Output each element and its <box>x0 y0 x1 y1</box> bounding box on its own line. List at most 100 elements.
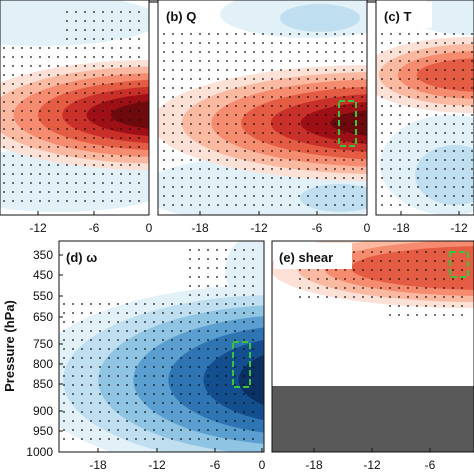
panel-a-dot-198 <box>21 137 23 139</box>
panel-d-dot-119 <box>108 330 110 332</box>
panel-e-dot-70 <box>416 278 418 280</box>
panel-c-dot-137 <box>426 141 428 143</box>
panel-e-dot-31 <box>407 260 409 262</box>
panel-b-dot-8 <box>235 33 237 35</box>
panel-b-dot-79 <box>253 60 255 62</box>
panel-b-dot-313 <box>289 150 291 152</box>
panel-a-dot-100 <box>3 83 5 85</box>
panel-d-dot-104 <box>171 321 173 323</box>
panel-d-dot-389 <box>162 438 164 440</box>
panel-c-dot-108 <box>462 114 464 116</box>
panel-b-dot-339 <box>316 159 318 161</box>
panel-d-dot-290 <box>63 402 65 404</box>
panel-b-dot-367 <box>361 168 363 170</box>
panel-c-dot-39 <box>435 60 437 62</box>
panel-d-dot-233 <box>144 375 146 377</box>
panel-b-dot-244 <box>289 123 291 125</box>
panel-b-dot-216 <box>244 114 246 116</box>
panel-e-dot-80 <box>335 287 337 289</box>
panel-e-dot-95 <box>299 296 301 298</box>
panel-a-dot-123 <box>66 92 68 94</box>
panel-d-dot-307 <box>216 402 218 404</box>
panel-d-dot-209 <box>126 366 128 368</box>
panel-a-dot-20 <box>84 29 86 31</box>
panel-c-dot-148 <box>426 150 428 152</box>
panel-d-dot-30 <box>243 276 245 278</box>
panel-d-dot-29 <box>234 276 236 278</box>
panel-a-dot-59 <box>66 56 68 58</box>
panel-c-dot-51 <box>444 69 446 71</box>
panel-b-dot-228 <box>352 114 354 116</box>
panel-c-dot-186 <box>471 177 473 179</box>
panel-b-dot-25 <box>181 42 183 44</box>
panel-d-dot-83 <box>180 312 182 314</box>
panel-b-dot-309 <box>253 150 255 152</box>
panel-a-dot-55 <box>30 56 32 58</box>
panel-b-dot-392 <box>172 186 174 188</box>
panel-b: (b) Q -18 -12 -6 0 <box>157 0 371 235</box>
panel-b-dot-209 <box>181 114 183 116</box>
panel-b-dot-99 <box>226 69 228 71</box>
panel-a-dot-45 <box>84 47 86 49</box>
panel-a-dot-106 <box>57 83 59 85</box>
panel-c-dot-100 <box>390 114 392 116</box>
panel-a-dot-44 <box>75 47 77 49</box>
panel-a-dot-82 <box>129 65 131 67</box>
panel-b-dot-329 <box>226 159 228 161</box>
panel-a-dot-126 <box>93 92 95 94</box>
panel-b-dot-279 <box>190 141 192 143</box>
panel-a-dot-167 <box>30 119 32 121</box>
panel-d-dot-371 <box>198 429 200 431</box>
panel-b-dot-355 <box>253 168 255 170</box>
panel-d-dot-110 <box>225 321 227 323</box>
panel-c-dot-120 <box>471 123 473 125</box>
panel-e-dot-81 <box>344 287 346 289</box>
panel-a-dot-17 <box>138 20 140 22</box>
panel-c-contours <box>376 0 474 215</box>
panel-b-dot-13 <box>280 33 282 35</box>
panel-c-dot-56 <box>390 78 392 80</box>
panel-c-dot-86 <box>462 96 464 98</box>
panel-d-ylabel-850: 850 <box>33 377 53 391</box>
panel-a-dot-251 <box>66 164 68 166</box>
panel-c-dot-149 <box>435 150 437 152</box>
panel-c-dot-188 <box>390 186 392 188</box>
panel-b-cold-bottom-inner <box>300 184 367 212</box>
panel-a-dot-121 <box>48 92 50 94</box>
panel-a-dot-53 <box>12 56 14 58</box>
panel-a-dot-26 <box>138 29 140 31</box>
panel-d-ticklabel--18: -18 <box>89 458 107 472</box>
panel-c-dot-134 <box>399 141 401 143</box>
panel-a-dot-269 <box>84 173 86 175</box>
panel-d-dot-334 <box>63 420 65 422</box>
panel-e-dot-48 <box>389 269 391 271</box>
panel-a-dot-16 <box>129 20 131 22</box>
panel-b-dot-95 <box>190 69 192 71</box>
panel-c-dot-201 <box>408 195 410 197</box>
panel-b-label: (b) Q <box>166 9 196 24</box>
panel-d-dot-387 <box>144 438 146 440</box>
panel-b-dot-275 <box>361 132 363 134</box>
panel-d-dot-95 <box>90 321 92 323</box>
panel-a-dot-111 <box>102 83 104 85</box>
panel-d-dot-383 <box>108 438 110 440</box>
panel-b-dot-373 <box>208 177 210 179</box>
panel-c-dot-8 <box>453 33 455 35</box>
panel-c-dot-127 <box>435 132 437 134</box>
panel-b-dot-274 <box>352 132 354 134</box>
panel-e-ticklabel--6: -6 <box>425 458 436 472</box>
panel-b-dot-134 <box>334 78 336 80</box>
panel-d-dot-211 <box>144 366 146 368</box>
panel-a-dot-273 <box>120 173 122 175</box>
panel-d-dot-365 <box>144 429 146 431</box>
panel-b-dot-402 <box>262 186 264 188</box>
panel-d-dot-358 <box>81 429 83 431</box>
panel-b-dot-103 <box>262 69 264 71</box>
panel-a-dot-264 <box>39 173 41 175</box>
panel-d-dot-115 <box>72 330 74 332</box>
panel-a-dot-229 <box>12 155 14 157</box>
panel-a-dot-54 <box>21 56 23 58</box>
panel-b-dot-308 <box>244 150 246 152</box>
panel-b-dot-328 <box>217 159 219 161</box>
panel-a-dot-141 <box>84 101 86 103</box>
